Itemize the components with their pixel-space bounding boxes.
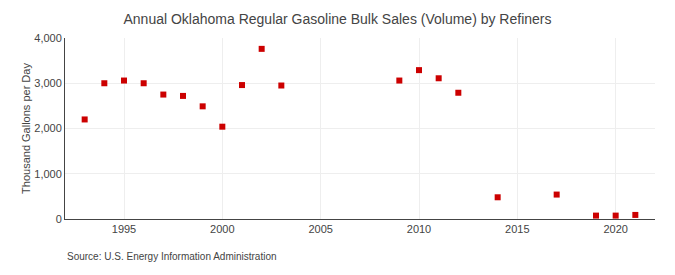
svg-text:4,000: 4,000 bbox=[34, 32, 62, 44]
svg-text:2,000: 2,000 bbox=[34, 122, 62, 134]
svg-text:0: 0 bbox=[56, 213, 62, 225]
svg-text:Annual Oklahoma Regular Gasoli: Annual Oklahoma Regular Gasoline Bulk Sa… bbox=[124, 11, 552, 27]
svg-text:Source: U.S. Energy Informatio: Source: U.S. Energy Information Administ… bbox=[67, 251, 277, 262]
svg-text:2000: 2000 bbox=[210, 223, 234, 235]
svg-text:2015: 2015 bbox=[505, 223, 529, 235]
svg-text:Thousand Gallons per Day: Thousand Gallons per Day bbox=[20, 63, 32, 194]
svg-text:2020: 2020 bbox=[603, 223, 627, 235]
svg-text:1995: 1995 bbox=[112, 223, 136, 235]
svg-text:1,000: 1,000 bbox=[34, 168, 62, 180]
svg-text:2010: 2010 bbox=[407, 223, 431, 235]
svg-text:3,000: 3,000 bbox=[34, 77, 62, 89]
svg-text:2005: 2005 bbox=[308, 223, 332, 235]
